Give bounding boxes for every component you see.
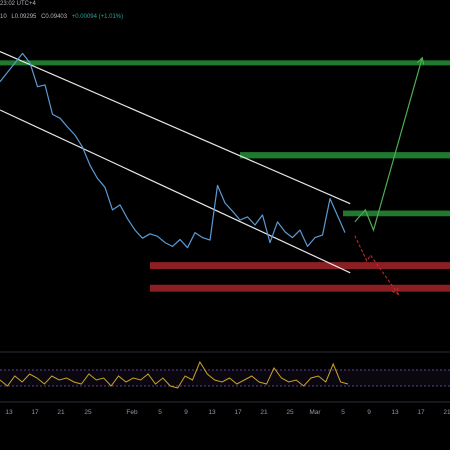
price-line[interactable] — [0, 52, 346, 249]
bearish-projection-path[interactable] — [354, 235, 399, 295]
resistance-zone[interactable] — [240, 152, 450, 159]
x-axis-tick-label: 21 — [443, 409, 450, 416]
x-axis-tick-label: Feb — [126, 409, 138, 416]
resistance-zone[interactable] — [0, 60, 450, 66]
chart-header-time: 23:02 UTC+4 — [0, 0, 39, 10]
header-low: L0.09295 — [11, 14, 37, 20]
x-axis-tick-label: 9 — [184, 409, 188, 416]
bearish-arrowhead — [391, 287, 400, 296]
x-axis-tick-label: 17 — [31, 409, 39, 416]
x-axis-tick-label: 17 — [417, 409, 425, 416]
channel-bottom-trendline[interactable] — [0, 109, 351, 274]
x-axis-tick-label: 21 — [260, 409, 268, 416]
x-axis-tick-label: 5 — [158, 409, 162, 416]
x-axis-tick-label: Mar — [309, 409, 321, 416]
bullish-arrowhead — [416, 56, 425, 65]
channel-top-trendline[interactable] — [0, 50, 351, 205]
x-axis-tick-label: 21 — [57, 409, 65, 416]
oscillator-line[interactable] — [0, 360, 349, 389]
resistance-zone[interactable] — [343, 210, 450, 217]
support-zone[interactable] — [150, 262, 450, 270]
header-close: C0.09403 — [41, 14, 68, 20]
bullish-projection-path[interactable] — [354, 57, 423, 232]
x-axis-tick-label: 17 — [234, 409, 242, 416]
chart-header-ohlc: 10 L0.09295 C0.09403 +0.00094 (+1.01%) — [0, 13, 126, 23]
x-axis-tick-label: 25 — [84, 409, 92, 416]
header-time-text: 23:02 UTC+4 — [0, 1, 36, 7]
header-change: +0.00094 (+1.01%) — [71, 14, 124, 20]
x-axis-tick-label: 13 — [5, 409, 13, 416]
x-axis-tick-label: 5 — [341, 409, 345, 416]
header-ohlc-prefix: 10 — [0, 14, 7, 20]
support-zone[interactable] — [150, 284, 450, 292]
x-axis-tick-label: 25 — [286, 409, 294, 416]
x-axis-tick-label: 9 — [367, 409, 371, 416]
x-axis-tick-label: 13 — [391, 409, 399, 416]
x-axis-tick-label: 13 — [208, 409, 216, 416]
